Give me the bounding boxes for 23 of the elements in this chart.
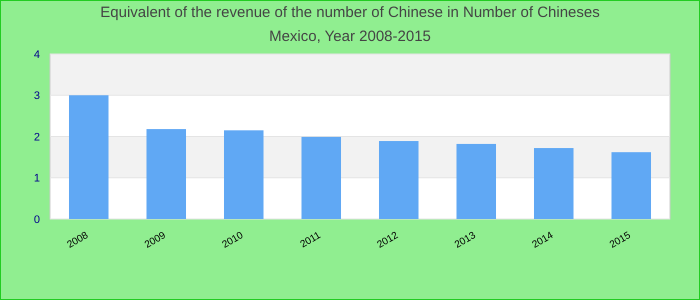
x-tick-label: 2008 [65,230,91,251]
bar [224,130,264,219]
bar [534,148,574,219]
bar [146,129,186,219]
x-tick-label: 2012 [375,230,401,251]
y-tick-label: 4 [34,48,40,61]
x-tick-label: 2013 [452,230,478,251]
x-tick-label: 2015 [608,230,634,251]
chart-title: Equivalent of the revenue of the number of Chinese in Number of Chineses [100,4,600,21]
bar [611,152,652,219]
y-tick-label: 0 [34,214,40,226]
bar [301,136,342,219]
y-tick-label: 2 [34,131,40,144]
x-tick-label: 2010 [220,230,246,251]
bar [456,144,496,219]
y-tick-label: 3 [34,90,40,102]
x-tick-label: 2014 [530,230,556,251]
x-tick-label: 2009 [142,230,168,251]
bar [68,95,109,219]
chart-subtitle: Mexico, Year 2008-2015 [269,28,431,45]
bar [378,141,419,219]
x-tick-label: 2011 [298,230,324,250]
y-tick-label: 1 [34,172,40,185]
